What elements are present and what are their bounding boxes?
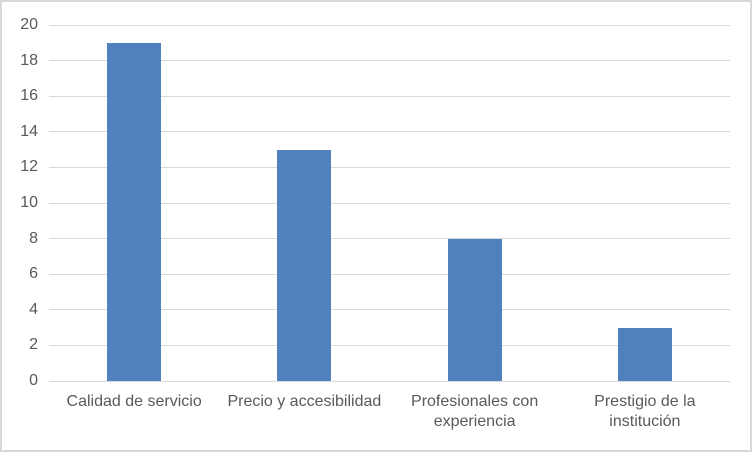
y-tick-label: 6 xyxy=(29,265,38,283)
plot-area xyxy=(49,24,730,382)
bar-4 xyxy=(617,327,672,381)
y-tick-label: 18 xyxy=(20,51,38,69)
gridline xyxy=(49,60,730,62)
gridline xyxy=(49,273,730,275)
y-tick-label: 20 xyxy=(20,16,38,33)
x-category-label: Precio y accesibilidad xyxy=(227,393,382,410)
y-tick-label: 8 xyxy=(29,229,38,247)
bar-2 xyxy=(277,149,332,381)
y-tick-label: 14 xyxy=(20,122,38,140)
y-tick-label: 16 xyxy=(20,87,38,105)
gridline xyxy=(49,131,730,133)
gridline xyxy=(49,238,730,240)
x-category-label: Prestigio de la institución xyxy=(594,393,696,430)
gridline xyxy=(49,202,730,204)
bar-1 xyxy=(107,42,162,381)
y-tick-label: 4 xyxy=(29,300,38,318)
gridline xyxy=(49,166,730,168)
gridline xyxy=(49,24,730,26)
gridline xyxy=(49,95,730,97)
gridline xyxy=(49,309,730,311)
x-category-label: Calidad de servicio xyxy=(66,393,202,410)
y-tick-label: 12 xyxy=(20,158,38,176)
y-tick-label: 10 xyxy=(20,194,38,211)
bar-3 xyxy=(447,238,502,381)
x-axis-line xyxy=(49,380,730,382)
y-tick-label: 0 xyxy=(29,372,38,389)
gridline xyxy=(49,344,730,346)
y-tick-label: 2 xyxy=(29,336,38,354)
x-category-label: Profesionales con experiencia xyxy=(411,393,539,430)
